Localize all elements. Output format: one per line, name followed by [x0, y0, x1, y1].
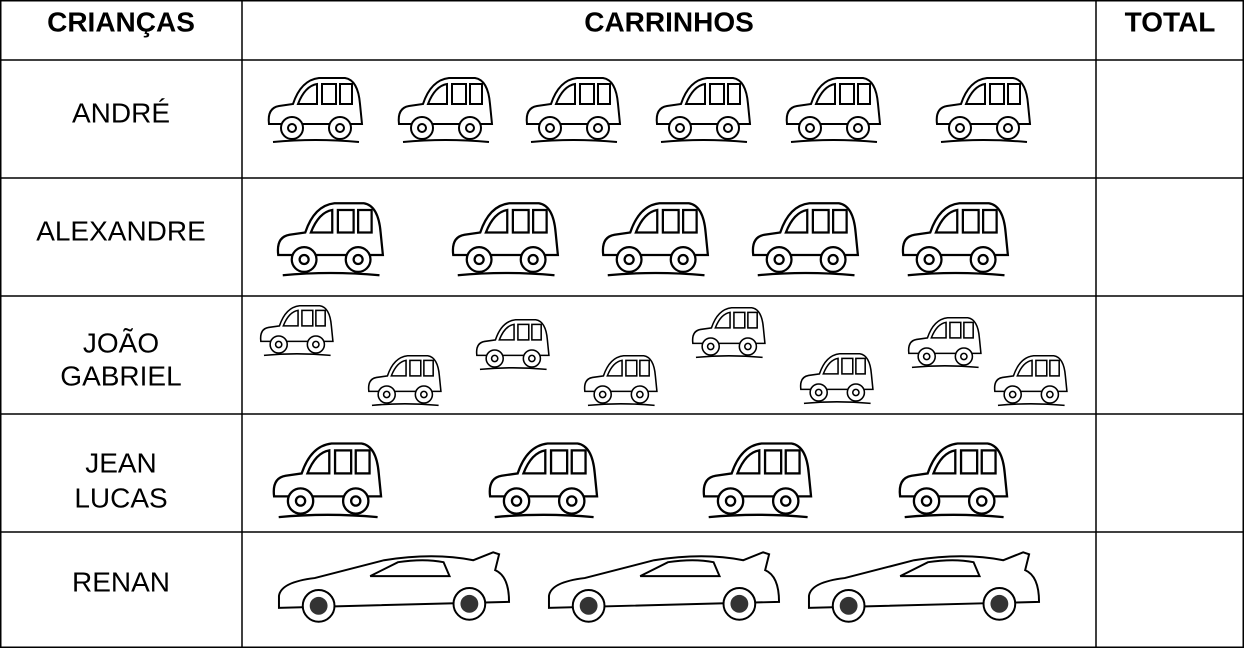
child-name: RENAN — [72, 566, 170, 597]
header-cell: CARRINHOS — [584, 6, 754, 37]
header-cell: TOTAL — [1125, 6, 1216, 37]
child-name: JEAN — [85, 447, 157, 478]
child-name: JOÃO — [83, 327, 159, 358]
child-name: ALEXANDRE — [36, 215, 206, 246]
child-name: LUCAS — [74, 482, 167, 513]
child-name: GABRIEL — [60, 360, 181, 391]
child-name: ANDRÉ — [72, 97, 170, 128]
header-cell: CRIANÇAS — [47, 6, 195, 37]
